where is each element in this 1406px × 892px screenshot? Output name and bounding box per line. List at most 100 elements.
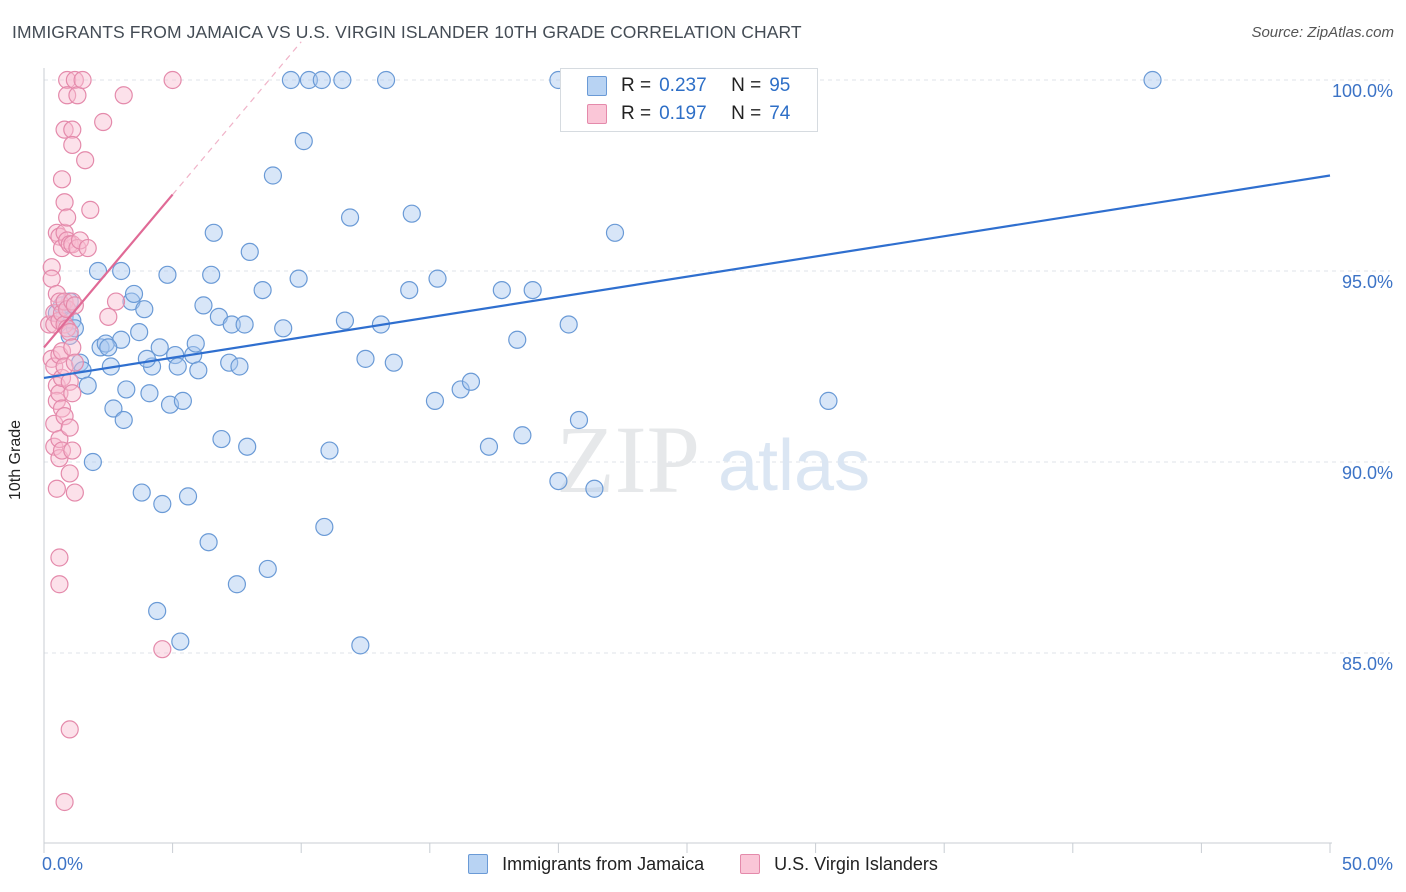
n-label: N = [731,103,762,124]
r-label: R = [621,75,652,96]
point-jamaica [508,330,527,349]
point-virgin-islanders [55,193,74,212]
r-value-jamaica: 0.237 [659,75,707,96]
point-jamaica [384,353,403,372]
legend-item-jamaica[interactable]: Immigrants from Jamaica [468,854,704,875]
legend-label-virgin-islanders: U.S. Virgin Islanders [774,853,938,874]
stats-row-jamaica: R = 0.237 N = 95 [587,72,791,100]
watermark-atlas: atlas [718,426,870,506]
point-jamaica [99,338,118,357]
trend-extension-virgin-islanders [172,41,302,195]
point-jamaica [335,311,355,330]
point-virgin-islanders [55,792,74,812]
stats-legend: R = 0.237 N = 95 R = 0.197 N = 74 [560,68,818,132]
point-virgin-islanders [63,120,82,139]
point-virgin-islanders [68,86,87,105]
point-jamaica [238,437,257,456]
point-virgin-islanders [63,384,82,403]
series-legend: Immigrants from Jamaica U.S. Virgin Isla… [0,852,1406,876]
point-virgin-islanders [78,238,97,258]
point-jamaica [425,391,445,410]
point-jamaica [559,315,578,334]
point-virgin-islanders [163,70,182,90]
point-virgin-islanders [50,292,69,311]
point-jamaica [351,636,370,655]
n-value-jamaica: 95 [769,75,791,96]
point-virgin-islanders [55,407,74,426]
point-virgin-islanders [52,441,72,460]
r-label: R = [621,103,652,124]
point-jamaica [132,483,151,502]
point-jamaica [171,632,190,651]
stats-row-virgin-islanders: R = 0.197 N = 74 [587,100,790,128]
virgin-islanders-swatch [587,104,607,124]
n-label: N = [731,75,762,96]
point-virgin-islanders [52,342,72,361]
point-virgin-islanders [63,338,82,357]
legend-swatch-virgin-islanders [740,854,761,874]
point-jamaica [178,487,198,506]
point-virgin-islanders [65,483,84,502]
x-tick-label-min: 0.0% [42,854,83,874]
point-jamaica [148,601,167,621]
point-jamaica [376,70,396,90]
y-tick-label: 100.0% [1332,81,1393,101]
point-virgin-islanders [81,200,100,219]
point-jamaica [356,349,375,368]
point-jamaica [402,204,421,223]
point-virgin-islanders [65,353,84,372]
point-virgin-islanders [73,70,92,90]
point-jamaica [492,281,511,300]
point-jamaica [130,323,149,342]
point-jamaica [333,70,352,90]
point-jamaica [158,265,177,284]
point-jamaica [137,349,156,368]
legend-item-virgin-islanders[interactable]: U.S. Virgin Islanders [740,854,938,875]
point-jamaica [114,410,133,430]
point-virgin-islanders [55,120,74,139]
point-jamaica [263,166,283,185]
point-virgin-islanders [58,208,77,227]
point-virgin-islanders [76,151,95,170]
point-jamaica [523,281,542,300]
point-jamaica [299,70,319,90]
point-virgin-islanders [63,135,82,155]
point-jamaica [83,452,102,472]
chart-title: IMMIGRANTS FROM JAMAICA VS U.S. VIRGIN I… [12,22,802,42]
point-virgin-islanders [114,86,133,105]
point-jamaica [227,575,246,594]
point-virgin-islanders [47,479,66,498]
jamaica-swatch [587,76,607,96]
point-virgin-islanders [58,86,77,105]
point-jamaica [274,319,293,338]
point-virgin-islanders [63,441,82,460]
point-virgin-islanders [99,307,118,326]
point-virgin-islanders [58,70,77,90]
point-virgin-islanders [60,720,79,739]
point-virgin-islanders [65,70,84,90]
point-jamaica [124,284,144,304]
point-jamaica [400,281,419,300]
point-jamaica [189,361,208,380]
trend-line-jamaica [43,174,1331,380]
y-tick-label: 90.0% [1342,463,1393,483]
point-jamaica [150,338,169,357]
point-jamaica [294,132,313,151]
point-jamaica [173,391,192,410]
point-jamaica [315,517,334,537]
point-jamaica [281,70,301,90]
point-jamaica [451,380,470,399]
point-jamaica [1143,70,1162,90]
point-jamaica [230,357,249,376]
point-jamaica [605,223,625,242]
point-virgin-islanders [40,315,59,334]
y-tick-label: 85.0% [1342,654,1393,674]
point-jamaica [312,70,331,90]
point-jamaica [78,376,97,395]
point-virgin-islanders [50,429,69,449]
legend-swatch-jamaica [468,854,489,874]
point-jamaica [194,296,213,315]
point-jamaica [212,429,231,449]
point-virgin-islanders [50,548,69,567]
tick-labels: 85.0% 90.0% 95.0% 100.0% 0.0% 50.0% [42,81,1393,874]
